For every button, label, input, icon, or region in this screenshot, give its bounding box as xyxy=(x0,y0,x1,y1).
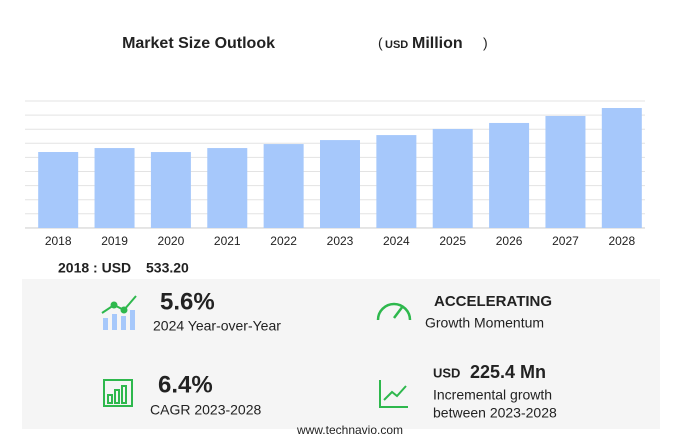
x-tick-label: 2018 xyxy=(45,234,72,248)
bar xyxy=(150,152,191,228)
bar xyxy=(489,122,530,228)
x-tick-label: 2023 xyxy=(327,234,354,248)
bar xyxy=(376,135,417,228)
icon-cagr xyxy=(103,379,133,407)
kpi-label: between 2023-2028 xyxy=(433,405,557,421)
bar xyxy=(545,115,586,228)
kpi-label: Growth Momentum xyxy=(425,315,544,331)
unit-currency: USD xyxy=(385,39,408,51)
plot: 2018 2019 2020 2021 2022 2023 2024 2025 2026 2027… xyxy=(25,100,645,248)
unit: Million xyxy=(412,35,463,52)
kpi-value: 5.6% xyxy=(160,288,215,315)
summary-base: 2018 : USD xyxy=(58,260,131,276)
footer: www.technavio.com xyxy=(296,423,403,437)
icon-yoy xyxy=(101,295,137,330)
summary-value: 533.20 xyxy=(146,260,189,276)
kpi-value: 6.4% xyxy=(158,371,213,398)
kpi-currency: USD xyxy=(433,365,460,380)
icon-incremental xyxy=(379,380,408,408)
kpi-value: ACCELERATING xyxy=(434,293,552,310)
chart-title: Market Size Outlook xyxy=(122,35,275,52)
bar xyxy=(94,148,135,228)
x-tick-label: 2025 xyxy=(439,234,466,248)
x-tick-label: 2026 xyxy=(496,234,523,248)
x-tick-label: 2028 xyxy=(608,234,635,248)
bar xyxy=(320,140,360,228)
kpi-value: 225.4 Mn xyxy=(470,362,546,382)
icon-gauge xyxy=(376,302,412,321)
x-tick-label: 2020 xyxy=(158,234,185,248)
bar xyxy=(207,148,248,228)
unit-close: ) xyxy=(483,35,488,51)
kpi-label: 2024 Year-over-Year xyxy=(153,318,281,334)
bar xyxy=(38,152,79,228)
x-tick-label: 2024 xyxy=(383,234,410,248)
bar xyxy=(263,144,304,228)
x-tick-label: 2027 xyxy=(552,234,579,248)
x-tick-label: 2021 xyxy=(214,234,241,248)
bar xyxy=(432,128,473,228)
x-tick-label: 2022 xyxy=(270,234,297,248)
bar xyxy=(601,108,642,228)
x-tick-label: 2019 xyxy=(101,234,128,248)
unit-open: ( xyxy=(378,35,383,51)
kpi-label: Incremental growth xyxy=(433,387,552,403)
kpi-label: CAGR 2023-2028 xyxy=(150,402,262,418)
